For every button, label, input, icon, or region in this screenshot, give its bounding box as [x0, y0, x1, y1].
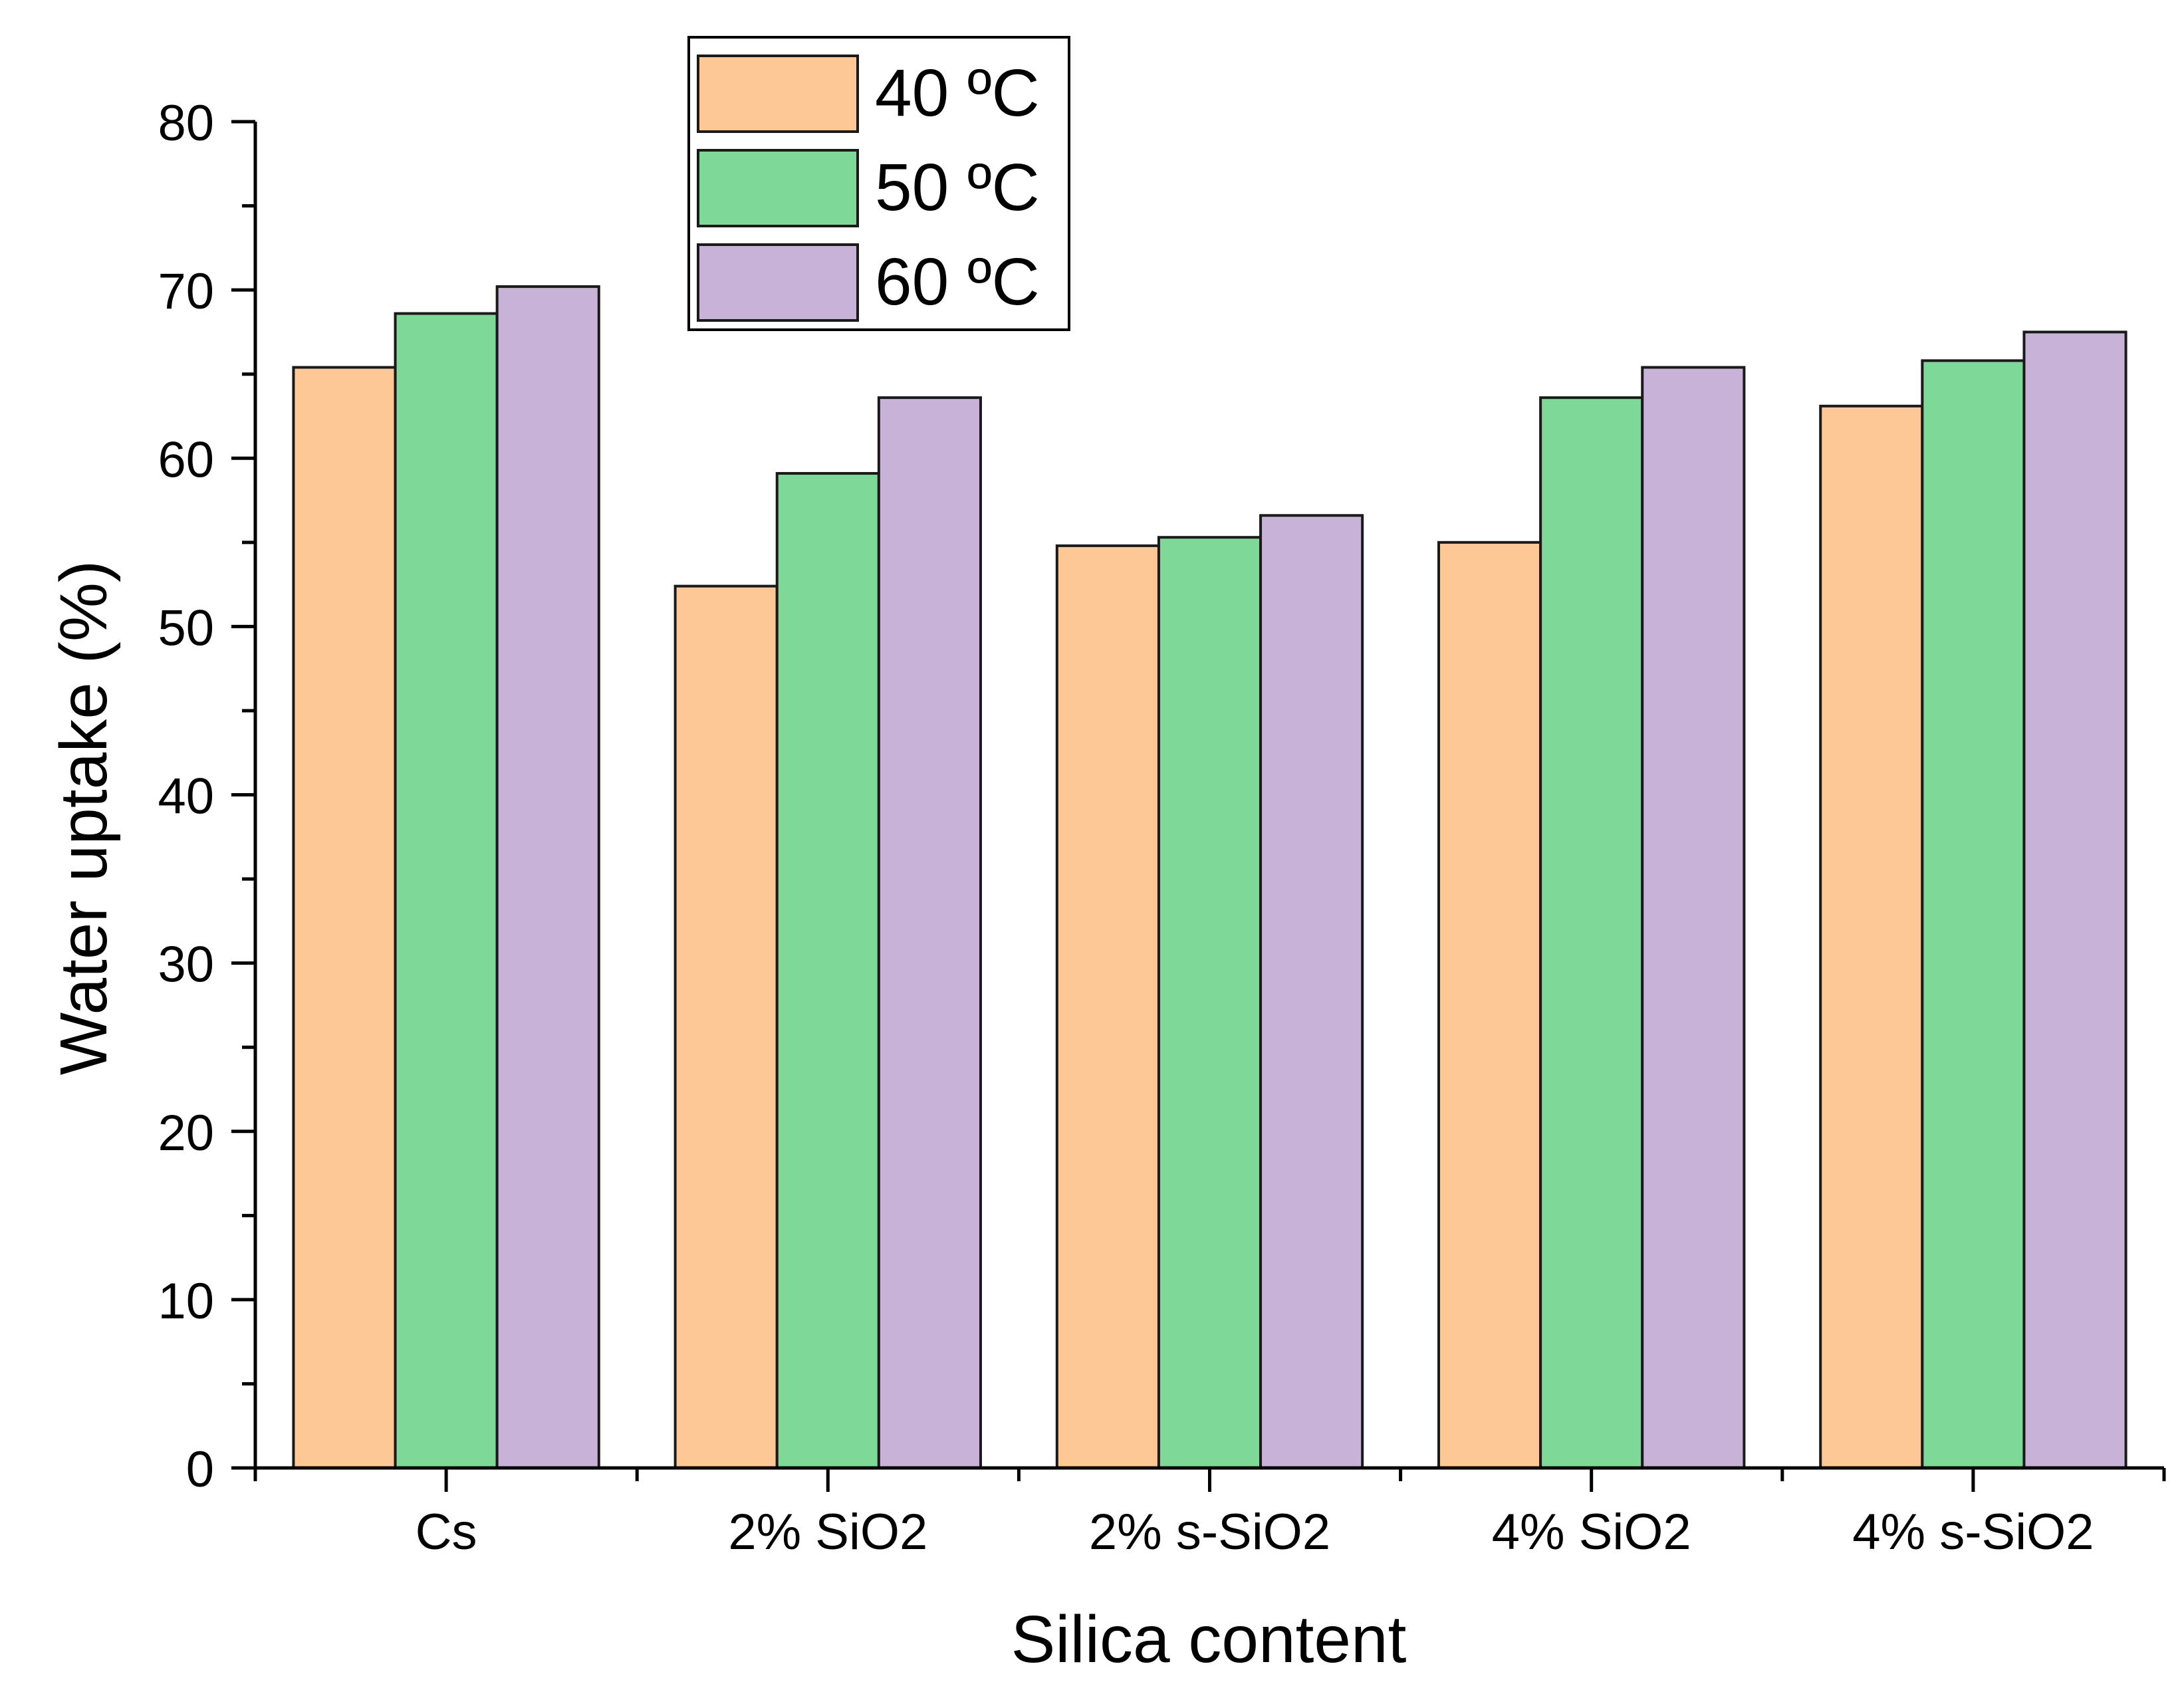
bar-2-2 — [1259, 514, 1364, 1469]
legend-swatch-2 — [697, 243, 859, 322]
bar-0-1 — [394, 312, 499, 1469]
y-tick-label-5: 50 — [158, 600, 214, 656]
x-axis-label: Silica content — [1011, 1602, 1407, 1677]
y-tick-label-6: 60 — [158, 431, 214, 488]
bar-0-2 — [495, 285, 600, 1469]
bar-0-0 — [292, 366, 397, 1469]
y-tick-label-2: 20 — [158, 1105, 214, 1161]
y-tick-label-8: 80 — [158, 95, 214, 152]
legend: 40 ºC 50 ºC 60 ºC — [687, 36, 1070, 331]
legend-label-1: 50 ºC — [875, 150, 1040, 225]
bar-2-1 — [1157, 536, 1263, 1469]
x-tick-label-2: 2% s-SiO2 — [1089, 1504, 1330, 1560]
y-axis-label: Water uptake (%) — [47, 560, 121, 1075]
legend-label-0: 40 ºC — [875, 56, 1040, 130]
y-tick-label-3: 30 — [158, 937, 214, 993]
x-tick-label-4: 4% s-SiO2 — [1852, 1504, 2094, 1560]
bar-1-1 — [775, 472, 880, 1469]
bar-3-2 — [1641, 366, 1746, 1469]
x-tick-label-3: 4% SiO2 — [1492, 1504, 1691, 1560]
x-tick-label-1: 2% SiO2 — [728, 1504, 927, 1560]
y-tick-label-0: 0 — [186, 1441, 214, 1498]
x-tick-label-0: Cs — [416, 1504, 477, 1560]
legend-swatch-0 — [697, 55, 859, 133]
bars-layer — [292, 285, 2127, 1469]
bar-4-1 — [1921, 359, 2026, 1469]
bar-1-0 — [673, 584, 779, 1469]
y-tick-label-4: 40 — [158, 769, 214, 825]
bar-4-0 — [1819, 404, 1924, 1469]
ticks-layer: 0 10 20 30 40 50 60 70 80 Cs 2% SiO2 2% s-SiO2 4% Si… — [158, 95, 2166, 1560]
bar-2-0 — [1055, 544, 1160, 1469]
bar-3-0 — [1437, 541, 1542, 1469]
legend-swatch-1 — [697, 149, 859, 227]
bar-1-2 — [877, 396, 982, 1469]
legend-label-2: 60 ºC — [875, 245, 1040, 319]
bar-4-2 — [2022, 330, 2127, 1469]
bar-3-1 — [1539, 396, 1644, 1469]
y-tick-label-7: 70 — [158, 263, 214, 320]
y-tick-label-1: 10 — [158, 1273, 214, 1330]
